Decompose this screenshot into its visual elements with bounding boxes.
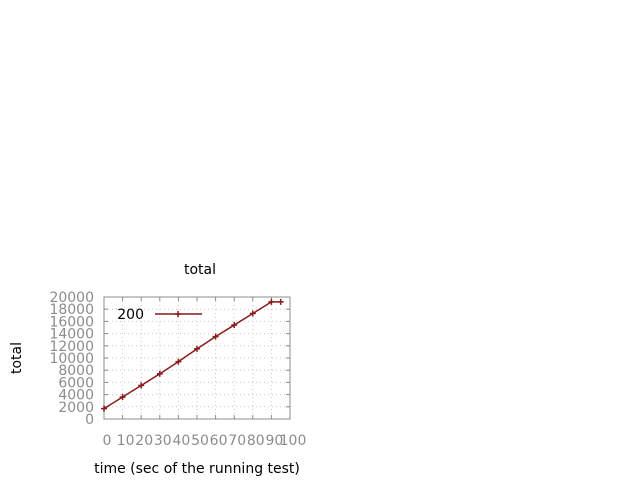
x-tick-label: 10 <box>117 433 135 449</box>
data-point <box>231 322 238 329</box>
data-point <box>119 394 126 401</box>
y-tick-label: 8000 <box>58 363 94 379</box>
y-tick-label: 0 <box>85 412 94 428</box>
data-point <box>249 310 256 317</box>
x-tick-label: 60 <box>210 433 228 449</box>
series-layer <box>101 298 284 412</box>
y-tick-label: 16000 <box>49 314 94 330</box>
data-point <box>175 358 182 365</box>
data-point <box>156 370 163 377</box>
x-axis-label: time (sec of the running test) <box>94 461 300 477</box>
data-point <box>194 345 200 352</box>
y-tick-label: 4000 <box>58 388 94 404</box>
y-tick-label: 20000 <box>49 290 94 306</box>
y-tick-label: 2000 <box>58 400 94 416</box>
x-tick-label: 100 <box>280 433 307 449</box>
grid <box>104 297 290 419</box>
data-point <box>268 298 275 305</box>
x-tick-label: 90 <box>265 433 283 449</box>
y-tick-label: 10000 <box>49 351 94 367</box>
x-tick-label: 0 <box>103 433 112 449</box>
y-tick-label: 18000 <box>49 302 94 318</box>
data-point <box>212 333 219 340</box>
data-point <box>138 382 145 389</box>
y-tick-label: 12000 <box>49 339 94 355</box>
legend-label: 200 <box>117 307 144 323</box>
y-axis-label: total <box>9 342 25 374</box>
data-point <box>175 311 181 317</box>
x-tick-label: 50 <box>191 433 209 449</box>
x-tick-label: 80 <box>247 433 265 449</box>
x-tick-label: 70 <box>228 433 246 449</box>
y-tick-label: 6000 <box>58 375 94 391</box>
data-point <box>277 298 284 305</box>
data-point <box>101 405 107 412</box>
legend: 200 <box>117 307 202 323</box>
x-tick-label: 40 <box>172 433 190 449</box>
axis-ticks <box>103 296 291 420</box>
x-tick-label: 30 <box>154 433 172 449</box>
y-tick-label: 14000 <box>49 327 94 343</box>
y-tick-labels: 0200040006000800010000120001400016000180… <box>49 290 94 428</box>
chart-title: total <box>184 262 216 278</box>
x-tick-label: 20 <box>135 433 153 449</box>
